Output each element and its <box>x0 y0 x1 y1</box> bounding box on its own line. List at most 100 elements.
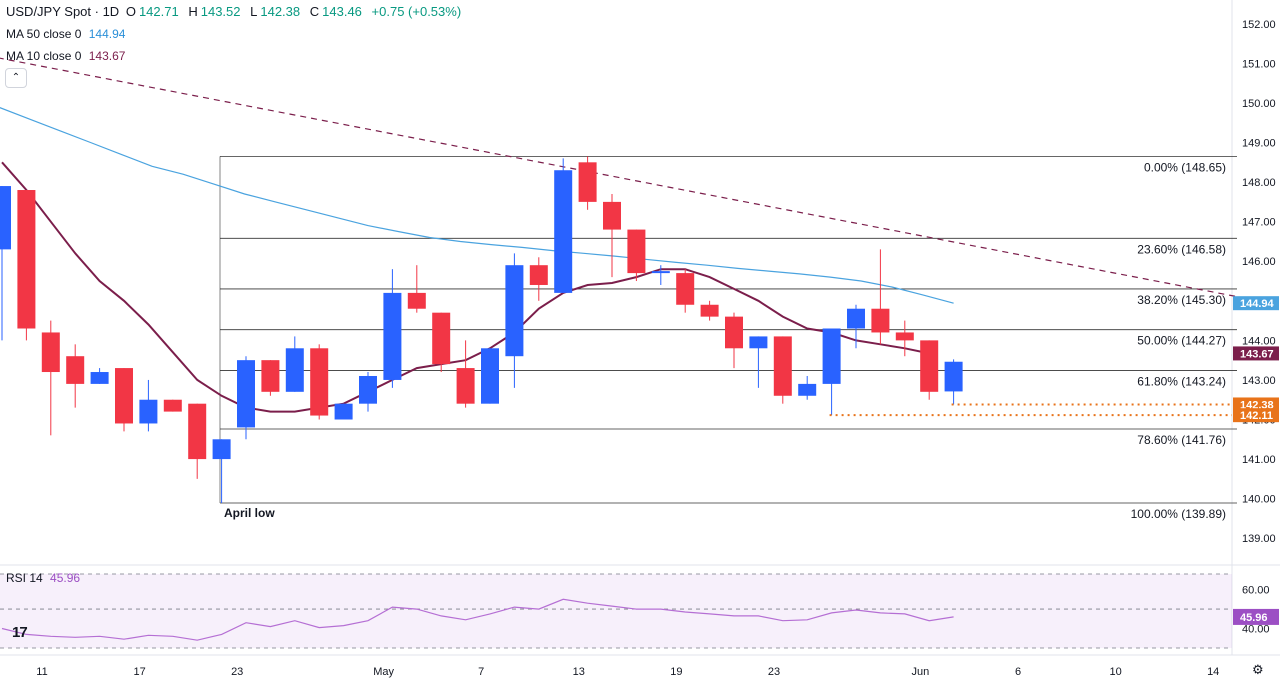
candle-body <box>261 360 280 392</box>
rsi-legend[interactable]: RSI 14 45.96 <box>6 571 80 585</box>
candle <box>359 372 377 412</box>
candle <box>163 399 182 412</box>
tradingview-logo-icon[interactable]: 17 <box>12 624 28 641</box>
candle-body <box>383 292 402 380</box>
rsi-value: 45.96 <box>50 571 81 585</box>
price-badge: 142.11 <box>1233 408 1279 423</box>
y-tick-label: 152.00 <box>1242 19 1276 31</box>
candle <box>822 328 841 416</box>
candle <box>407 265 426 313</box>
y-tick-label: 143.00 <box>1242 375 1276 387</box>
candle-body <box>0 186 11 250</box>
candle-body <box>359 375 377 404</box>
x-tick-label: 10 <box>1109 666 1121 678</box>
x-tick-label: 14 <box>1207 666 1219 678</box>
candle-body <box>310 348 329 416</box>
x-tick-label: 6 <box>1015 666 1021 678</box>
candle <box>481 348 499 404</box>
candle-body <box>237 360 255 428</box>
candle-body <box>773 336 792 396</box>
rsi-line <box>1 598 954 641</box>
candle-body <box>578 162 597 202</box>
april-low-label: April low <box>224 506 275 520</box>
candle-body <box>603 201 621 230</box>
price-badge: 143.67 <box>1233 346 1279 361</box>
candle <box>188 403 207 479</box>
candle <box>725 312 743 369</box>
price-badge-label: 144.94 <box>1240 298 1275 310</box>
candle <box>773 336 792 404</box>
candle <box>0 186 11 341</box>
candle <box>920 340 939 400</box>
gear-icon[interactable]: ⚙ <box>1252 662 1264 677</box>
candle <box>651 265 670 285</box>
y-tick-label: 146.00 <box>1242 256 1276 268</box>
y-tick-label: 151.00 <box>1242 58 1276 70</box>
candle-body <box>432 312 451 365</box>
candle <box>41 320 60 436</box>
chart-legend: USD/JPY Spot · 1D O 142.71 H 143.52 L 142.3… <box>6 4 464 19</box>
candle <box>700 300 719 321</box>
rsi-badge-label: 45.96 <box>1240 612 1268 624</box>
y-tick-label: 144.00 <box>1242 335 1276 347</box>
fib-level-label: 78.60% (141.76) <box>1137 433 1226 447</box>
candle <box>505 253 524 388</box>
y-tick-label: 148.00 <box>1242 177 1276 189</box>
y-tick-label: 149.00 <box>1242 138 1276 150</box>
candle <box>749 336 768 388</box>
x-tick-label: 11 <box>36 666 47 678</box>
x-tick-label: 19 <box>670 666 682 678</box>
high-value: H 143.52 <box>188 4 241 19</box>
price-badge: 144.94 <box>1233 296 1279 311</box>
ma10-value: 143.67 <box>88 49 126 63</box>
candle <box>554 158 573 293</box>
y-tick-label: 140.00 <box>1242 494 1276 506</box>
candle-body <box>139 399 158 424</box>
candle-body <box>481 348 499 404</box>
candle-body <box>798 383 817 396</box>
rsi-tick-label: 40.00 <box>1242 624 1270 636</box>
candle-body <box>529 265 548 285</box>
y-tick-label: 147.00 <box>1242 217 1276 229</box>
open-value: O 142.71 <box>125 4 179 19</box>
price-badge-bg <box>1233 296 1279 311</box>
price-badge-bg <box>1233 408 1279 423</box>
price-badge-label: 143.67 <box>1240 348 1274 360</box>
candle-body <box>212 439 231 460</box>
candle <box>334 403 353 420</box>
close-value: C 143.46 <box>309 4 362 19</box>
candle <box>139 379 158 432</box>
candle <box>90 368 109 384</box>
change-value: +0.75 (+0.53%) <box>371 4 462 19</box>
ma50-legend[interactable]: MA 50 close 0 144.94 <box>6 27 125 41</box>
candle-body <box>163 399 182 412</box>
x-tick-label: May <box>373 666 394 678</box>
ma50-label: MA 50 close 0 <box>6 27 82 41</box>
candle <box>798 375 817 400</box>
candle <box>529 257 548 301</box>
x-tick-label: 17 <box>133 666 145 678</box>
fib-level-label: 50.00% (144.27) <box>1137 334 1226 348</box>
x-tick-label: 23 <box>768 666 780 678</box>
candle <box>871 249 890 345</box>
ma10-legend[interactable]: MA 10 close 0 143.67 <box>6 49 125 63</box>
y-tick-label: 150.00 <box>1242 98 1276 110</box>
fib-level-label: 61.80% (143.24) <box>1137 374 1226 388</box>
candle-body <box>749 336 768 349</box>
candle-body <box>676 273 695 305</box>
candle-body <box>334 403 353 420</box>
candle-body <box>115 368 133 424</box>
candle-body <box>456 368 475 404</box>
x-tick-label: 13 <box>573 666 585 678</box>
candle-body <box>651 271 670 274</box>
candle <box>383 269 402 388</box>
candle <box>432 312 451 373</box>
symbol-title[interactable]: USD/JPY Spot · 1D <box>6 4 120 19</box>
candle-body <box>188 403 207 460</box>
candle <box>17 190 36 341</box>
chevron-up-icon[interactable]: ⌃ <box>5 68 27 88</box>
candle <box>627 229 646 282</box>
candle-body <box>847 308 865 329</box>
x-tick-label: 23 <box>231 666 243 678</box>
